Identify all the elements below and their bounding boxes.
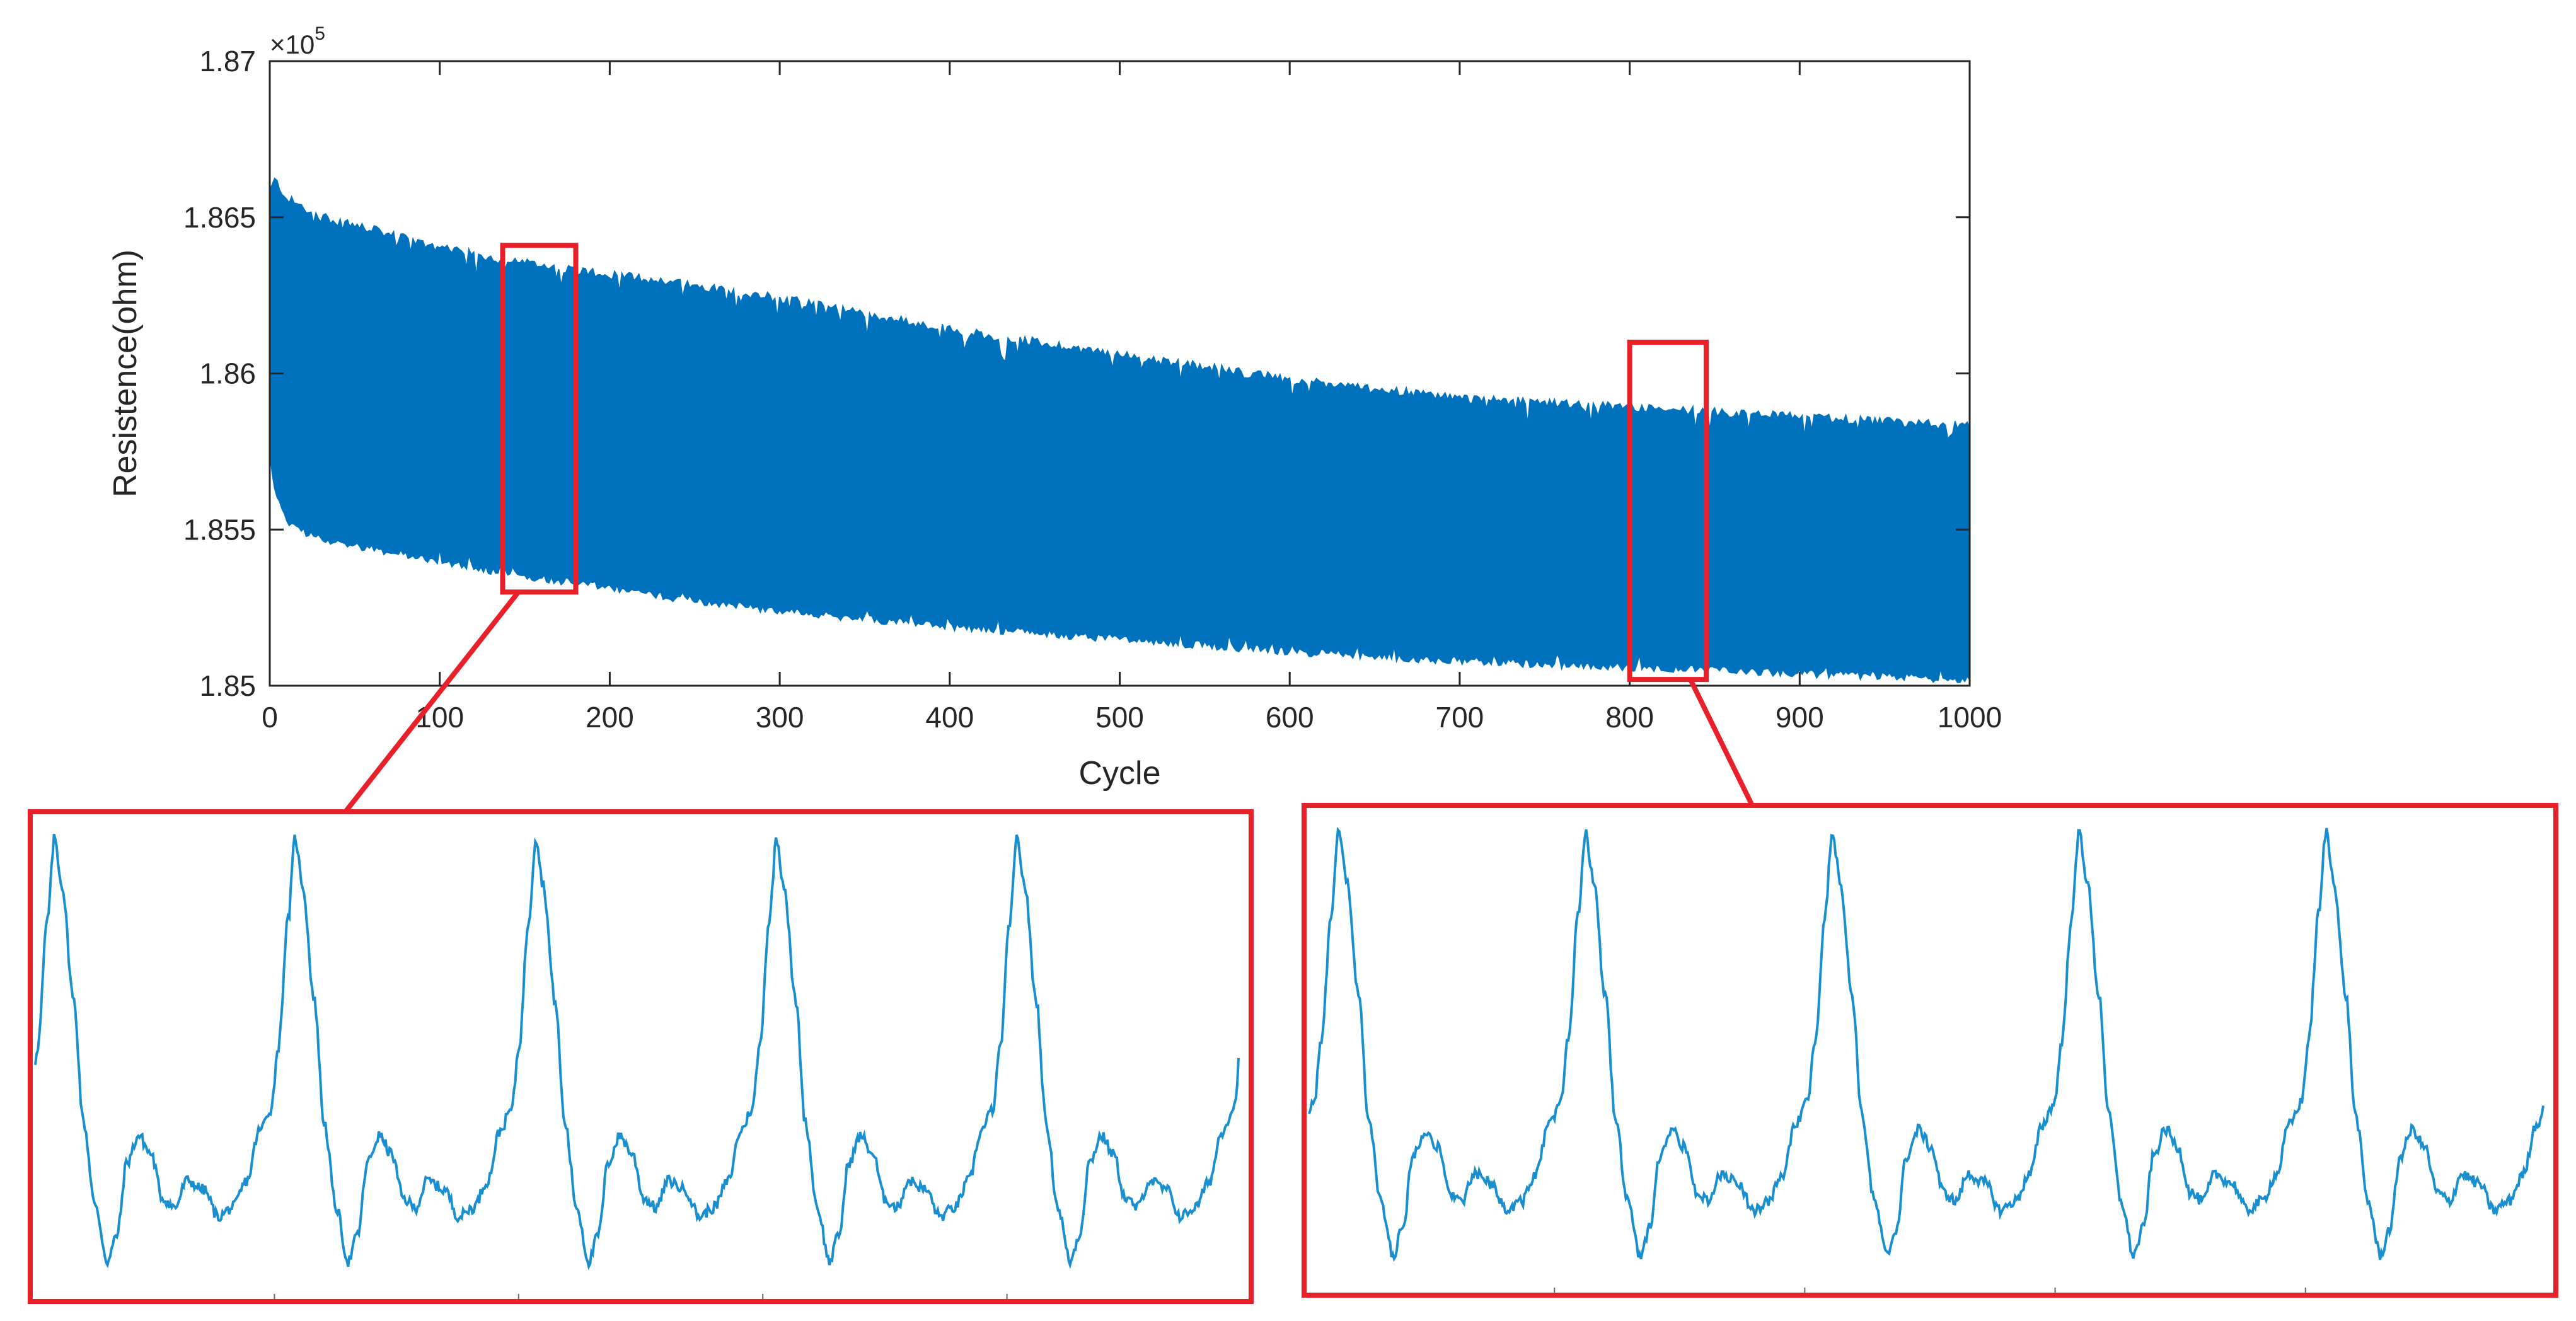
highlight-box-1 xyxy=(500,243,579,595)
y-axis-title: Resistence(ohm) xyxy=(107,250,144,497)
x-tick-label: 200 xyxy=(586,701,634,734)
zoom-connector-2 xyxy=(1688,678,1755,807)
y-tick-label: 1.87 xyxy=(199,45,256,78)
x-tick-label: 900 xyxy=(1776,701,1824,734)
main-plot: 0 100 200 300 400 500 600 700 800 900 1000 1.851.8… xyxy=(107,23,2002,792)
x-tick-label: 100 xyxy=(415,701,464,734)
zoom-inset-2 xyxy=(1302,803,2558,1298)
y-tick-label: 1.855 xyxy=(183,513,256,546)
zoom-connector-1 xyxy=(343,590,521,814)
y-axis-ticks: 1.85 1.855 1.86 1.865 1.87 xyxy=(183,45,1970,702)
inset-waveform xyxy=(1308,826,2544,1262)
x-tick-label: 400 xyxy=(925,701,974,734)
x-axis-title: Cycle xyxy=(1078,755,1160,792)
x-axis-ticks: 0 100 200 300 400 500 600 700 800 900 1000 xyxy=(262,61,2002,734)
inset-frame xyxy=(28,809,1254,1304)
zoom-insets xyxy=(28,803,2558,1304)
y-tick-label: 1.86 xyxy=(199,357,256,390)
x-tick-label: 1000 xyxy=(1938,701,2002,734)
inset-waveform xyxy=(34,833,1240,1271)
highlight-boxes xyxy=(343,243,1755,814)
x-tick-label: 300 xyxy=(756,701,804,734)
inset-frame xyxy=(1302,803,2558,1298)
y-axis-exponent: ×105 xyxy=(270,23,325,59)
x-tick-label: 500 xyxy=(1095,701,1144,734)
highlight-box-2 xyxy=(1627,339,1709,683)
zoom-inset-1 xyxy=(28,809,1254,1304)
x-tick-label: 0 xyxy=(262,701,278,734)
y-tick-label: 1.85 xyxy=(199,669,256,702)
x-tick-label: 600 xyxy=(1266,701,1314,734)
y-tick-label: 1.865 xyxy=(183,201,256,234)
x-tick-label: 800 xyxy=(1605,701,1654,734)
x-tick-label: 700 xyxy=(1436,701,1484,734)
